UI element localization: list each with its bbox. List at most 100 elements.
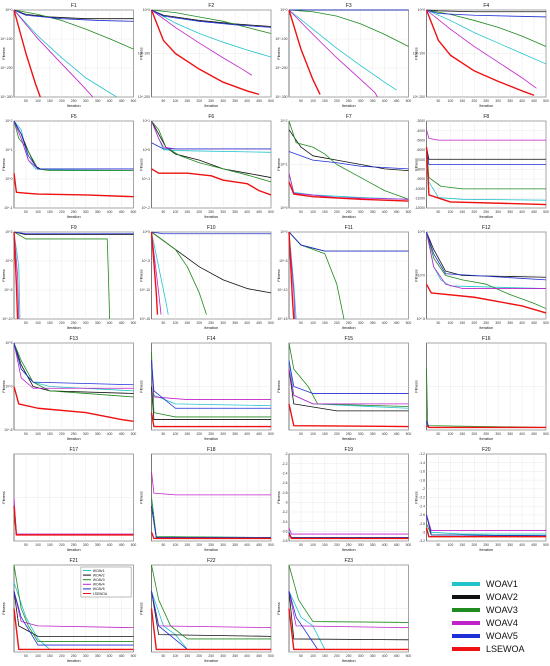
x-tick-label: 250: [483, 99, 489, 103]
y-tick-label: -2.6: [282, 481, 288, 485]
legend-item-woav4: WOAV4: [452, 616, 544, 629]
x-tick-label: 200: [471, 321, 477, 325]
series-line-woav3: [13, 342, 134, 398]
x-tick-label: 100: [35, 321, 41, 325]
x-tick-label: 150: [47, 321, 53, 325]
series-line-woav5: [13, 342, 134, 386]
x-axis-label: Iteration: [204, 659, 218, 663]
series-line-woav2: [151, 591, 272, 637]
y-tick-label: -1.2: [419, 452, 425, 456]
x-tick-label: 50: [162, 432, 166, 436]
series-line-lsewoa: [150, 412, 271, 428]
x-tick-label: 400: [519, 543, 525, 547]
x-tick-label: 400: [107, 210, 113, 214]
x-tick-label: 50: [437, 432, 441, 436]
legend-swatch: [452, 594, 480, 599]
x-tick-label: 400: [382, 99, 388, 103]
y-tick-label: 10^-5: [142, 259, 150, 263]
x-tick-label: 100: [35, 99, 41, 103]
legend-item-woav3: WOAV3: [452, 603, 544, 616]
x-tick-label: 400: [107, 654, 113, 658]
x-tick-label: 300: [358, 432, 364, 436]
y-tick-label: 10^1: [5, 148, 12, 152]
x-tick-label: 500: [406, 321, 412, 325]
x-axis-label: Iteration: [479, 326, 493, 330]
legend-item-woav5: WOAV5: [452, 629, 544, 642]
series-line-woav5: [288, 151, 409, 170]
x-tick-label: 100: [35, 432, 41, 436]
series-line-woav4: [288, 9, 378, 98]
series-line-lsewoa: [13, 506, 134, 536]
x-tick-label: 150: [322, 99, 328, 103]
x-tick-label: 450: [256, 543, 262, 547]
legend-label: LSEWOA: [486, 643, 525, 654]
x-tick-label: 450: [394, 210, 400, 214]
x-tick-label: 500: [131, 321, 137, 325]
inset-legend-label: WOAV3: [93, 578, 105, 582]
panel-f6: 50 100 150 200 250 300 350 400 450 500 10^1 10^0 10^…: [140, 114, 274, 219]
x-tick-label: 450: [531, 210, 537, 214]
y-tick-label: 10^-5: [279, 259, 287, 263]
x-tick-label: 200: [196, 99, 202, 103]
y-tick-label: 10^-5: [417, 317, 425, 321]
x-tick-label: 300: [220, 543, 226, 547]
x-tick-label: 50: [437, 99, 441, 103]
y-axis-label: Fitness: [140, 269, 144, 281]
legend-label: WOAV5: [486, 630, 518, 641]
y-tick-label: -5000: [416, 139, 425, 143]
x-tick-label: 300: [358, 654, 364, 658]
panel-title: F3: [346, 3, 352, 9]
x-tick-label: 100: [173, 654, 179, 658]
x-tick-label: 300: [220, 432, 226, 436]
x-tick-label: 350: [507, 321, 513, 325]
legend-swatch: [452, 607, 480, 612]
x-tick-label: 50: [299, 432, 303, 436]
x-tick-label: 50: [24, 210, 28, 214]
x-tick-label: 150: [322, 321, 328, 325]
x-tick-label: 150: [460, 543, 466, 547]
series-line-lsewoa: [288, 403, 409, 428]
y-axis-label: Fitness: [2, 47, 6, 59]
x-axis-label: Iteration: [204, 104, 218, 108]
y-tick-label: 10^-10: [277, 288, 287, 292]
y-tick-label: -2.2: [282, 462, 288, 466]
x-tick-label: 500: [131, 432, 137, 436]
series-line-lsewoa: [288, 231, 295, 320]
x-tick-label: 250: [346, 210, 352, 214]
y-tick-label: 10^-200: [138, 95, 150, 99]
x-tick-label: 200: [471, 210, 477, 214]
x-tick-label: 150: [47, 654, 53, 658]
y-axis-label: Fitness: [277, 158, 281, 170]
y-axis-label: Fitness: [415, 158, 419, 170]
series-line-woav1: [13, 231, 21, 320]
panel-f1: 50 100 150 200 250 300 350 400 450 500 10^0 10^-100…: [0, 3, 136, 108]
panel-title: F2: [208, 3, 214, 9]
x-tick-label: 150: [185, 654, 191, 658]
y-tick-label: 10^-100: [0, 37, 12, 41]
panel-title: F5: [71, 114, 77, 120]
x-tick-label: 200: [196, 321, 202, 325]
x-tick-label: 200: [334, 321, 340, 325]
y-tick-label: -4000: [416, 129, 425, 133]
x-tick-label: 100: [448, 210, 454, 214]
panel-f11: 50 100 150 200 250 300 350 400 450 500 10^0 10^-5 10…: [277, 225, 411, 330]
panel-title: F17: [69, 447, 78, 453]
x-tick-label: 350: [507, 210, 513, 214]
x-tick-label: 200: [196, 654, 202, 658]
x-tick-label: 350: [370, 654, 376, 658]
x-tick-label: 200: [471, 432, 477, 436]
series-line-woav2: [288, 591, 409, 641]
x-tick-label: 450: [531, 432, 537, 436]
x-tick-label: 150: [47, 432, 53, 436]
y-axis-label: Fitness: [277, 380, 281, 392]
x-axis-label: Iteration: [479, 104, 493, 108]
series-line-lsewoa: [150, 532, 271, 540]
x-tick-label: 100: [173, 543, 179, 547]
x-tick-label: 250: [208, 654, 214, 658]
y-tick-label: 10^-10: [2, 317, 12, 321]
y-tick-label: -3.2: [282, 510, 288, 514]
series-line-woav5: [151, 142, 271, 150]
y-tick-label: -2.4: [282, 472, 288, 476]
x-tick-label: 350: [95, 321, 101, 325]
x-tick-label: 200: [334, 210, 340, 214]
